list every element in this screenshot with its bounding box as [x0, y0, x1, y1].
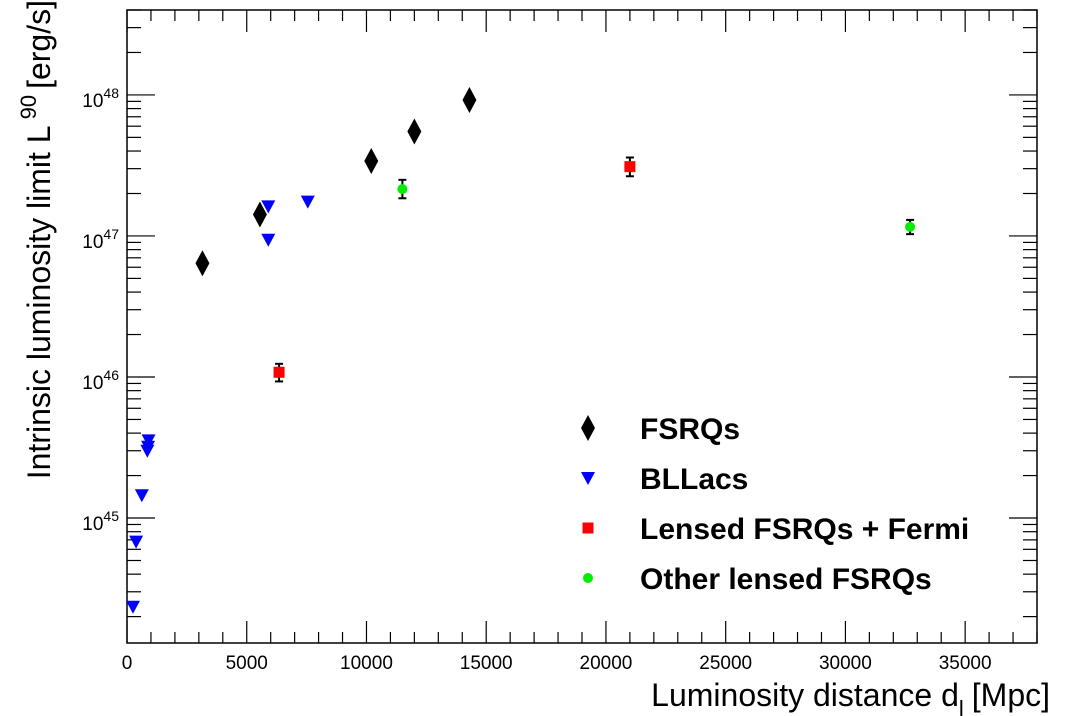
- x-tick-label: 15000: [460, 653, 513, 674]
- x-tick-label: 35000: [939, 653, 992, 674]
- legend-label: Lensed FSRQs + Fermi: [640, 513, 969, 546]
- legend: FSRQs BLLacs Lensed FSRQs + Fermi Other len…: [581, 413, 969, 596]
- point-bllacs: [261, 233, 276, 247]
- x-tick-label: 20000: [580, 653, 633, 674]
- x-tick-label: 25000: [699, 653, 752, 674]
- point-fsrqs: [252, 201, 267, 228]
- x-tick-label: 0: [122, 653, 133, 674]
- point-fsrqs: [364, 147, 379, 174]
- legend-label: BLLacs: [640, 463, 748, 496]
- legend-marker: [583, 573, 593, 583]
- legend-marker: [581, 472, 595, 485]
- point-other-lensed-fsrqs: [905, 221, 916, 232]
- point-bllacs: [141, 440, 156, 454]
- point-other-lensed-fsrqs: [397, 184, 408, 195]
- point-fsrqs: [195, 250, 210, 277]
- legend-label: FSRQs: [640, 413, 740, 446]
- point-lensed-fsrqs-fermi: [273, 366, 285, 378]
- legend-marker: [582, 522, 594, 534]
- x-tick-label: 30000: [819, 653, 872, 674]
- y-tick-label: 1045: [82, 508, 119, 535]
- x-tick-label: 10000: [340, 653, 393, 674]
- point-bllacs: [261, 200, 276, 214]
- y-tick-label: 1048: [82, 85, 119, 112]
- point-bllacs: [141, 434, 156, 448]
- point-fsrqs: [407, 118, 422, 145]
- axis-ticks: 0 5000 10000 15000 20000 25000 30000 35000 1045 1…: [82, 9, 1038, 674]
- legend-label: Other lensed FSRQs: [640, 563, 932, 596]
- y-tick-label: 1046: [82, 367, 119, 394]
- x-tick-label: 5000: [226, 653, 268, 674]
- data-marks: [125, 87, 916, 614]
- point-fsrqs: [462, 87, 477, 114]
- point-lensed-fsrqs-fermi: [624, 161, 636, 173]
- y-tick-label: 1047: [82, 226, 119, 253]
- point-bllacs: [300, 195, 315, 209]
- legend-marker: [581, 415, 595, 441]
- point-bllacs: [125, 600, 140, 614]
- x-axis-label: Luminosity distance dl [Mpc]: [651, 677, 1050, 716]
- plot-frame: [126, 9, 1038, 644]
- y-axis-label: Intrinsic luminosity limit L90[erg/s]: [16, 0, 57, 479]
- point-bllacs: [129, 535, 144, 549]
- point-bllacs: [134, 489, 149, 503]
